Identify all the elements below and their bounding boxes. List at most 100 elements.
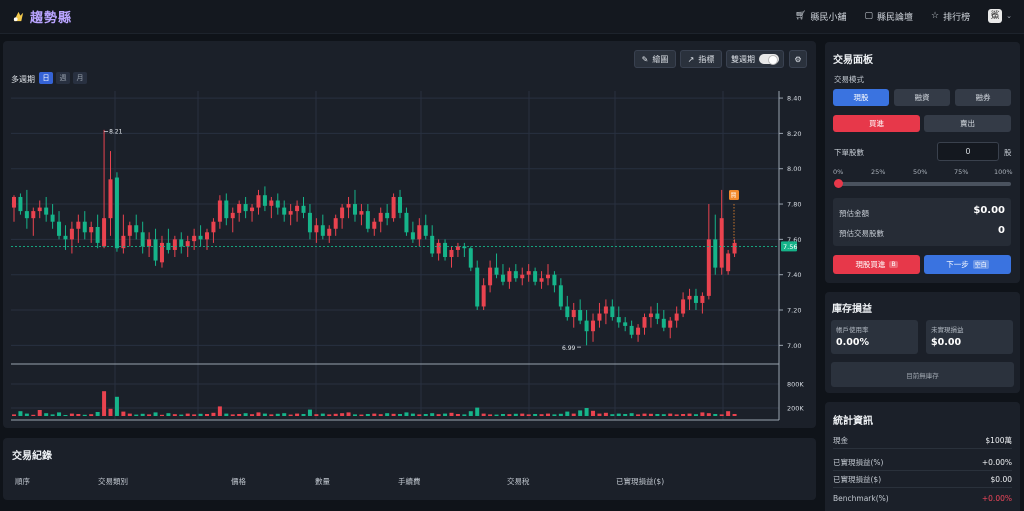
nav-ranking[interactable]: ☆ 排行榜 [931, 10, 970, 23]
mode-short[interactable]: 融券 [955, 89, 1011, 106]
candle-body [346, 204, 351, 208]
user-menu[interactable]: 鯊 ⌄ [988, 9, 1012, 23]
candle-body [282, 207, 287, 215]
volume-tick-label: 200K [787, 405, 804, 413]
volume-bar [37, 410, 42, 416]
stat-label: Benchmark(%) [833, 493, 889, 503]
volume-bar [256, 412, 261, 416]
volume-bar [295, 413, 300, 416]
volume-bar [475, 407, 480, 416]
buy-tab[interactable]: 買進 [833, 115, 920, 132]
candle-body [114, 177, 119, 249]
volume-bar [217, 406, 222, 416]
est-shares-value: 0 [998, 225, 1005, 236]
indicators-button[interactable]: ↗ 指標 [680, 50, 722, 68]
candle-body [378, 212, 383, 222]
quantity-slider-handle[interactable] [834, 179, 843, 188]
volume-bar [134, 414, 139, 416]
qty-label: 下單股數 [834, 148, 864, 157]
candlestick-chart[interactable]: 8.40 8.20 8.00 7.80 7.60 7.40 7.20 7.00 800K 200K… [3, 41, 816, 428]
high-price-label: 8.21 [109, 129, 123, 136]
volume-bar [288, 414, 293, 416]
volume-bar [12, 414, 16, 416]
settings-button[interactable]: ⚙ [789, 50, 807, 68]
est-amount-value: $0.00 [973, 205, 1005, 216]
candle-body [127, 225, 132, 236]
price-tick-label: 7.00 [787, 342, 801, 350]
candle-body [636, 327, 641, 335]
price-tick-label: 7.80 [787, 201, 801, 209]
volume-bar [623, 414, 628, 416]
volume-bar [365, 414, 370, 416]
quantity-slider-track[interactable] [837, 182, 1011, 186]
submit-shortcut: B [889, 261, 898, 268]
quantity-input[interactable] [937, 142, 999, 161]
brush-icon: ✎ [641, 54, 649, 64]
candle-body [340, 207, 345, 219]
app-title: 趨勢縣 [30, 11, 73, 26]
candle-body [693, 295, 698, 303]
volume-bar [552, 414, 557, 416]
period-week[interactable]: 週 [56, 72, 70, 84]
mode-margin[interactable]: 融資 [894, 89, 950, 106]
candle-body [681, 299, 686, 314]
submit-buy-button[interactable]: 現股買進 B [833, 255, 920, 274]
candle-body [623, 322, 628, 326]
nav-shop[interactable]: 🛒︎ 縣民小舖 [795, 10, 846, 23]
sell-tab[interactable]: 賣出 [924, 115, 1011, 132]
candle-body [706, 239, 711, 296]
volume-bar [301, 414, 306, 416]
candle-body [513, 271, 518, 279]
volume-bar [430, 413, 435, 416]
volume-bar [44, 413, 49, 416]
candle-body [732, 242, 737, 254]
stat-value: +0.00% [981, 458, 1012, 467]
volume-bar [275, 413, 280, 416]
est-shares-label: 預估交易股數 [839, 229, 884, 238]
volume-bar [648, 413, 653, 416]
next-step-button[interactable]: 下一步 空白 [924, 255, 1011, 274]
volume-bar [481, 413, 486, 416]
candle-body [372, 221, 377, 229]
nav-forum[interactable]: ▢ 縣民論壇 [865, 10, 914, 23]
candle-body [147, 239, 152, 247]
candle-body [69, 228, 74, 240]
candle-body [385, 212, 390, 219]
volume-bar [571, 413, 576, 416]
candle-body [455, 246, 460, 250]
volume-bar [462, 414, 467, 416]
logo-icon [13, 11, 24, 22]
candle-body [237, 204, 242, 213]
volume-bar [166, 413, 171, 416]
candle-body [250, 207, 255, 212]
stats-title: 統計資訊 [833, 416, 873, 427]
candle-body [500, 274, 505, 282]
stat-label: 已實現損益(%) [833, 458, 884, 467]
volume-bar [307, 409, 312, 416]
candle-body [565, 306, 570, 318]
app-logo[interactable]: 趨勢縣 [12, 7, 72, 26]
period-month[interactable]: 月 [73, 72, 87, 84]
volume-bar [597, 413, 602, 416]
volume-bar [76, 414, 81, 416]
candle-body [205, 232, 210, 240]
volume-bar [603, 412, 608, 416]
candle-body [179, 239, 184, 247]
toggle-switch[interactable] [759, 54, 779, 65]
draw-button[interactable]: ✎ 繪圖 [634, 50, 676, 68]
mode-cash[interactable]: 現股 [833, 89, 889, 106]
stat-value: $100萬 [985, 436, 1012, 445]
candle-body [82, 221, 87, 233]
candle-body [327, 228, 332, 236]
low-price-label: 6.99 [562, 345, 576, 352]
multi-period-toggle[interactable]: 雙週期 [726, 50, 784, 68]
next-label: 下一步 [946, 260, 969, 269]
volume-bar [449, 412, 454, 416]
candle-body [603, 306, 608, 314]
period-day[interactable]: 日 [39, 72, 53, 84]
next-shortcut: 空白 [972, 260, 989, 269]
volume-bar [488, 414, 493, 416]
candle-body [102, 218, 107, 247]
volume-bar [539, 414, 544, 416]
stat-row-realized-pct: 已實現損益(%) +0.00% [833, 455, 1012, 471]
